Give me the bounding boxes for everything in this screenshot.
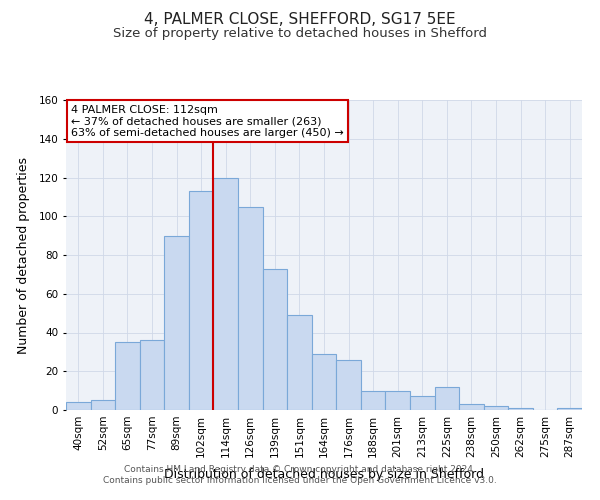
Bar	[410, 396, 434, 410]
Bar	[361, 390, 385, 410]
Bar	[434, 387, 459, 410]
Bar	[140, 340, 164, 410]
Bar	[214, 178, 238, 410]
Text: Contains HM Land Registry data © Crown copyright and database right 2024.: Contains HM Land Registry data © Crown c…	[124, 465, 476, 474]
Text: 4 PALMER CLOSE: 112sqm
← 37% of detached houses are smaller (263)
63% of semi-de: 4 PALMER CLOSE: 112sqm ← 37% of detached…	[71, 104, 344, 138]
Y-axis label: Number of detached properties: Number of detached properties	[17, 156, 30, 354]
X-axis label: Distribution of detached houses by size in Shefford: Distribution of detached houses by size …	[164, 468, 484, 481]
Bar	[484, 406, 508, 410]
Text: Contains public sector information licensed under the Open Government Licence v3: Contains public sector information licen…	[103, 476, 497, 485]
Bar	[115, 342, 140, 410]
Bar	[508, 408, 533, 410]
Bar	[385, 390, 410, 410]
Bar	[557, 408, 582, 410]
Text: Size of property relative to detached houses in Shefford: Size of property relative to detached ho…	[113, 28, 487, 40]
Bar	[91, 400, 115, 410]
Bar	[263, 268, 287, 410]
Bar	[459, 404, 484, 410]
Bar	[336, 360, 361, 410]
Bar	[66, 402, 91, 410]
Bar	[164, 236, 189, 410]
Text: 4, PALMER CLOSE, SHEFFORD, SG17 5EE: 4, PALMER CLOSE, SHEFFORD, SG17 5EE	[144, 12, 456, 28]
Bar	[287, 315, 312, 410]
Bar	[189, 191, 214, 410]
Bar	[238, 206, 263, 410]
Bar	[312, 354, 336, 410]
